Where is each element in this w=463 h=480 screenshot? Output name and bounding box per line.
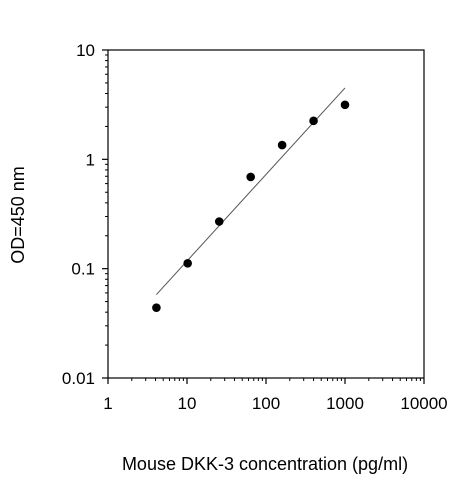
y-tick-label: 10 — [76, 41, 95, 60]
x-tick-label: 10 — [178, 394, 197, 413]
data-point — [277, 140, 287, 150]
y-axis-title: OD=450 nm — [8, 166, 28, 264]
y-tick-label: 0.01 — [62, 369, 95, 388]
data-point — [246, 172, 255, 182]
y-tick-label: 0.1 — [71, 260, 95, 279]
x-axis-title: Mouse DKK-3 concentration (pg/ml) — [122, 454, 408, 474]
x-tick-label: 1000 — [326, 394, 364, 413]
plot-area: 1 10 100 1000 10000 0.01 0.1 1 10 — [62, 41, 448, 413]
x-tick-label: 10000 — [400, 394, 447, 413]
plot-frame — [107, 49, 425, 379]
x-tick-label: 1 — [103, 394, 112, 413]
y-tick-label: 1 — [86, 150, 95, 169]
data-point — [214, 217, 224, 226]
x-tick-label: 100 — [252, 394, 280, 413]
data-point — [340, 100, 350, 110]
data-point — [309, 116, 318, 126]
data-point — [152, 303, 161, 312]
data-point — [183, 258, 192, 268]
